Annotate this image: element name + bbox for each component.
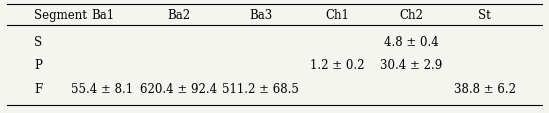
Text: Segment: Segment: [34, 9, 87, 22]
Text: Ch1: Ch1: [326, 9, 349, 22]
Text: 38.8 ± 6.2: 38.8 ± 6.2: [454, 82, 516, 95]
Text: F: F: [34, 82, 42, 95]
Text: 511.2 ± 68.5: 511.2 ± 68.5: [222, 82, 299, 95]
Text: Ch2: Ch2: [399, 9, 423, 22]
Text: Ba1: Ba1: [91, 9, 114, 22]
Text: 620.4 ± 92.4: 620.4 ± 92.4: [141, 82, 217, 95]
Text: S: S: [34, 36, 42, 49]
Text: 30.4 ± 2.9: 30.4 ± 2.9: [380, 59, 442, 72]
Text: St: St: [478, 9, 491, 22]
Text: 4.8 ± 0.4: 4.8 ± 0.4: [384, 36, 439, 49]
Text: 1.2 ± 0.2: 1.2 ± 0.2: [310, 59, 365, 72]
Text: Ba2: Ba2: [167, 9, 191, 22]
Text: P: P: [34, 59, 42, 72]
Text: Ba3: Ba3: [249, 9, 272, 22]
Text: 55.4 ± 8.1: 55.4 ± 8.1: [71, 82, 133, 95]
